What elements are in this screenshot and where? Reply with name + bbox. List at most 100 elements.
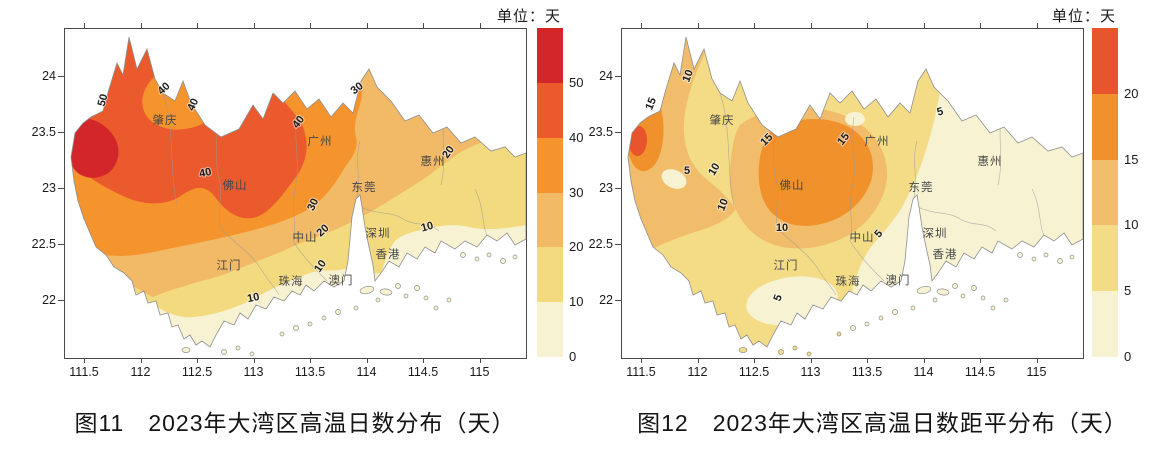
bottom-tick-mark: [197, 358, 198, 363]
city-label-珠海: 珠海: [279, 274, 304, 288]
island-outline: [738, 347, 748, 353]
colorbar-tick-label: 5: [1124, 283, 1132, 299]
colorbar-tick-label: 0: [1124, 349, 1132, 364]
contour-value-label: 10: [776, 222, 788, 234]
x-tick-label: 114: [356, 365, 377, 379]
top-tick-mark: [810, 23, 812, 28]
island-outline: [980, 295, 986, 301]
top-tick-mark: [867, 23, 868, 28]
island-outline: [1031, 256, 1037, 262]
contour-value-label: 10: [246, 291, 260, 305]
island-outline: [864, 321, 870, 327]
y-tick-mark: [58, 132, 64, 133]
island-outline: [235, 345, 241, 351]
island-outline: [806, 351, 812, 357]
bottom-tick-mark: [253, 358, 255, 363]
island-outline: [474, 256, 480, 262]
island-outline: [916, 285, 932, 295]
colorbar-tick-label: 40: [569, 129, 584, 145]
y-tick-mark: [58, 188, 64, 189]
island-outline: [850, 325, 856, 331]
bottom-tick-mark: [697, 358, 699, 363]
city-label-惠州: 惠州: [978, 154, 1003, 168]
x-tick-label: 112.5: [738, 365, 770, 379]
city-label-佛山: 佛山: [223, 179, 248, 192]
top-tick-mark: [641, 23, 642, 28]
colorbar-segment: [1092, 225, 1118, 292]
island-outline: [960, 293, 966, 299]
colorbar-tick-label: 10: [569, 294, 584, 310]
island-outline: [892, 309, 898, 315]
y-tick-label: 22.5: [31, 237, 56, 251]
island-outline: [321, 315, 327, 321]
bottom-tick-mark: [980, 358, 981, 363]
island-outline: [1057, 258, 1063, 264]
island-outline: [446, 297, 452, 303]
island-outline: [878, 315, 884, 321]
colorbar-12: 0 5 10 15 20: [1092, 28, 1138, 364]
y-tick-mark: [615, 132, 621, 133]
unit-label: 单位：天: [1052, 8, 1117, 25]
contour-value-label: 5: [771, 293, 784, 303]
y-tick-label: 23.5: [31, 125, 56, 139]
colorbar-segment: [537, 137, 563, 193]
island-outline: [1043, 252, 1049, 258]
city-label-香港: 香港: [933, 248, 958, 261]
colorbar-tick-label: 10: [1124, 217, 1139, 233]
y-tick-mark: [58, 244, 64, 245]
contour-value-label: 50: [96, 93, 111, 108]
city-label-深圳: 深圳: [923, 226, 948, 240]
contour-value-label: 10: [715, 197, 731, 213]
colorbar-tick-label: 50: [569, 74, 584, 90]
x-tick-label: 112: [687, 365, 708, 379]
island-outline: [486, 252, 492, 258]
island-outline: [423, 295, 429, 301]
top-tick-mark: [140, 23, 142, 28]
x-tick-label: 114: [913, 365, 934, 379]
city-label-江门: 江门: [774, 258, 799, 272]
contour-value-label: 5: [936, 106, 945, 119]
island-outline: [379, 288, 393, 296]
x-tick-label: 114.5: [407, 365, 439, 379]
bottom-tick-mark: [423, 358, 424, 363]
contour-value-label: 5: [684, 165, 690, 177]
bottom-tick-mark: [923, 358, 925, 363]
island-outline: [221, 349, 227, 355]
x-tick-label: 114.5: [964, 365, 996, 379]
top-tick-mark: [366, 23, 368, 28]
map-frame-12: 肇庆 广州 惠州 佛山 东莞 中山 深圳 香港 江门 珠海 澳门 10 15 15 15 5 10 5 10 10 5 5…: [589, 23, 1084, 379]
contour-value-label: 10: [680, 68, 695, 84]
city-label-广州: 广州: [865, 135, 890, 148]
y-tick-label: 24: [42, 69, 56, 83]
figure-caption-11: 图11 2023年大湾区高温日数分布（天）: [74, 410, 516, 436]
island-outline: [359, 285, 375, 295]
colorbar-11: 0 10 20 30 40 50: [537, 28, 583, 364]
top-tick-mark: [197, 23, 198, 28]
city-label-肇庆: 肇庆: [153, 113, 178, 127]
island-outline: [249, 351, 255, 357]
bottom-tick-mark: [479, 358, 481, 363]
y-tick-mark: [58, 300, 64, 301]
top-tick-mark: [980, 23, 981, 28]
bottom-tick-mark: [140, 358, 142, 363]
contour-value-label: 40: [198, 166, 212, 180]
colorbar-tick-label: 0: [569, 349, 577, 364]
city-label-中山: 中山: [850, 231, 875, 244]
colorbar-tick-label: 20: [569, 239, 584, 255]
city-label-香港: 香港: [376, 248, 401, 261]
island-outline: [353, 305, 359, 311]
x-tick-label: 112: [130, 365, 151, 379]
map-frame-11: 肇庆 广州 惠州 佛山 东莞 中山 深圳 香港 江门 珠海 澳门 50 40 40 40 30 20 40 30 20…: [32, 23, 527, 379]
colorbar-tick-label: 30: [569, 184, 584, 200]
island-outline: [375, 297, 381, 303]
colorbar-segment: [1092, 28, 1118, 95]
bottom-tick-mark: [867, 358, 868, 363]
y-tick-mark: [58, 76, 64, 77]
city-label-东莞: 东莞: [352, 181, 377, 194]
city-label-惠州: 惠州: [421, 154, 446, 168]
island-outline: [792, 345, 798, 351]
city-label-广州: 广州: [308, 135, 333, 148]
colorbar-segment: [537, 247, 563, 303]
top-tick-mark: [754, 23, 755, 28]
top-tick-mark: [253, 23, 255, 28]
